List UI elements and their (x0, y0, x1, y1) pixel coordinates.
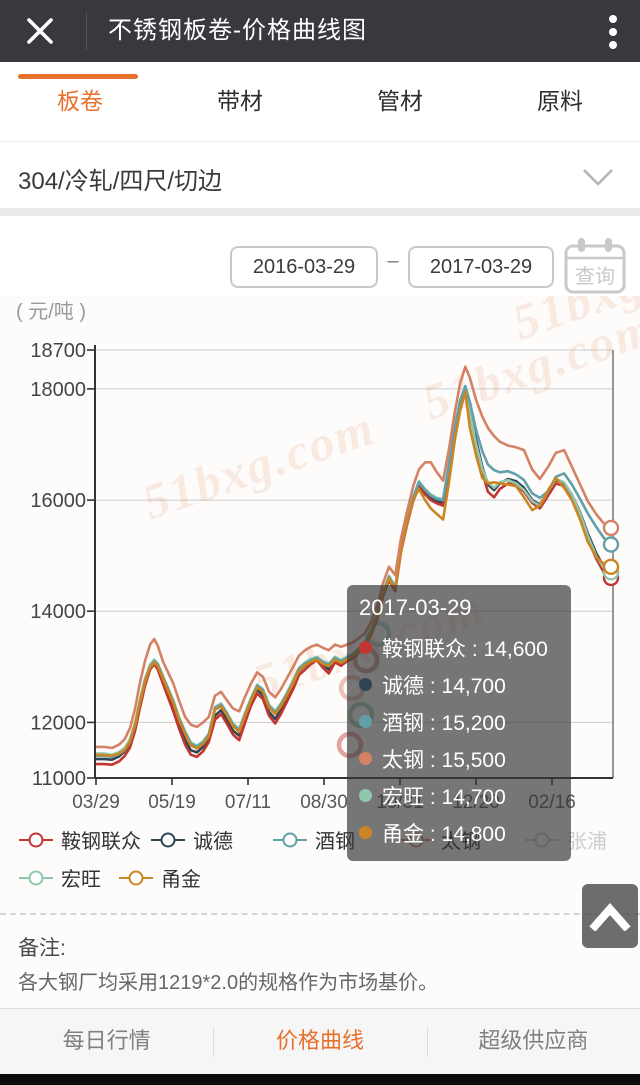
tooltip-row: 太钢 : 15,500 (359, 740, 559, 777)
legend-item-jiugang[interactable]: 酒钢 (272, 825, 355, 854)
legend-item-hongwang[interactable]: 宏旺 (18, 863, 101, 892)
query-button-label: 查询 (575, 265, 615, 288)
tab-daicai[interactable]: 带材 (217, 88, 263, 114)
svg-text:( 元/吨 ): ( 元/吨 ) (16, 300, 86, 323)
svg-text:14000: 14000 (30, 601, 86, 623)
line-marker-icon (19, 870, 53, 885)
tab-guancai[interactable]: 管材 (377, 88, 423, 114)
series-line (94, 387, 613, 767)
series-line (94, 390, 613, 758)
svg-text:03/29: 03/29 (72, 792, 120, 813)
line-marker-icon (19, 832, 53, 847)
legend-label: 宏旺 (61, 869, 101, 891)
series-dot-icon (359, 678, 372, 691)
nav-super-supplier[interactable]: 超级供应商 (426, 1009, 640, 1074)
chevron-up-icon (589, 902, 631, 931)
svg-text:18700: 18700 (30, 340, 86, 362)
dashed-divider (0, 913, 640, 915)
end-date-input[interactable]: 2017-03-29 (408, 246, 554, 288)
nav-daily-quotes[interactable]: 每日行情 (62, 1028, 151, 1053)
svg-text:07/11: 07/11 (225, 792, 271, 813)
legend-label: 张浦 (567, 831, 607, 853)
legend-label: 酒钢 (315, 831, 355, 853)
series-endpoint (602, 519, 620, 537)
tooltip-row: 诚德 : 14,700 (359, 666, 559, 703)
tab-banjuan[interactable]: 板卷 (57, 88, 103, 114)
svg-text:08/30: 08/30 (300, 792, 348, 813)
line-marker-icon (273, 832, 307, 847)
svg-text:05/19: 05/19 (148, 792, 196, 813)
svg-text:18000: 18000 (30, 379, 86, 401)
back-to-top-button[interactable] (582, 884, 638, 948)
nav-price-curve[interactable]: 价格曲线 (213, 1009, 426, 1074)
tooltip-row: 宏旺 : 14,700 (359, 777, 559, 814)
date-range-row: 2016-03-29 – 2017-03-29 查询 (0, 216, 640, 296)
query-calendar-button[interactable]: 查询 (558, 236, 630, 298)
tooltip-row: 鞍钢联众 : 14,600 (359, 629, 559, 666)
line-marker-icon (119, 870, 153, 885)
watermark-text: 51bxg.com (135, 399, 382, 531)
chevron-down-icon (583, 169, 613, 186)
chart-tooltip: 2017-03-29 鞍钢联众 : 14,600 诚德 : 14,700 酒钢 … (347, 585, 571, 861)
tab-yuanliao[interactable]: 原料 (537, 88, 583, 114)
spec-selector[interactable]: 304/冷轧/四尺/切边 (0, 143, 640, 208)
spec-selector-value: 304/冷轧/四尺/切边 (18, 168, 223, 195)
page-title: 不锈钢板卷-价格曲线图 (108, 17, 367, 44)
active-tab-underline (18, 74, 138, 79)
svg-text:12000: 12000 (30, 712, 86, 734)
tooltip-row: 酒钢 : 15,200 (359, 703, 559, 740)
series-dot-icon (359, 826, 372, 839)
section-divider (0, 208, 640, 216)
more-menu-icon[interactable] (604, 12, 622, 52)
legend-item-anganglianzhong[interactable]: 鞍钢联众 (18, 825, 141, 854)
legend-label: 诚德 (193, 831, 233, 853)
tooltip-row: 甬金 : 14,800 (359, 814, 559, 851)
svg-text:11000: 11000 (32, 768, 86, 790)
series-dot-icon (359, 715, 372, 728)
note-label: 备注: (18, 937, 66, 960)
line-marker-icon (151, 832, 185, 847)
legend-label: 鞍钢联众 (61, 831, 141, 853)
legend-item-chengde[interactable]: 诚德 (150, 825, 233, 854)
note-text: 各大钢厂均采用1219*2.0的规格作为市场基价。 (18, 972, 439, 994)
svg-text:16000: 16000 (30, 490, 86, 512)
header-divider (86, 12, 87, 50)
series-dot-icon (359, 752, 372, 765)
legend-label: 甬金 (161, 869, 201, 891)
close-icon[interactable] (26, 17, 54, 45)
series-line (94, 365, 613, 750)
start-date-input[interactable]: 2016-03-29 (230, 246, 378, 288)
bottom-black-strip (0, 1074, 640, 1085)
series-dot-icon (359, 789, 372, 802)
tooltip-date: 2017-03-29 (359, 595, 472, 620)
bottom-nav: 每日行情 价格曲线 超级供应商 (0, 1008, 640, 1074)
series-endpoint (602, 536, 620, 553)
legend-item-yongjin[interactable]: 甬金 (118, 863, 201, 892)
series-endpoint (602, 558, 620, 575)
app-header: 不锈钢板卷-价格曲线图 (0, 0, 640, 62)
series-dot-icon (359, 641, 372, 654)
date-range-separator: – (387, 250, 399, 272)
